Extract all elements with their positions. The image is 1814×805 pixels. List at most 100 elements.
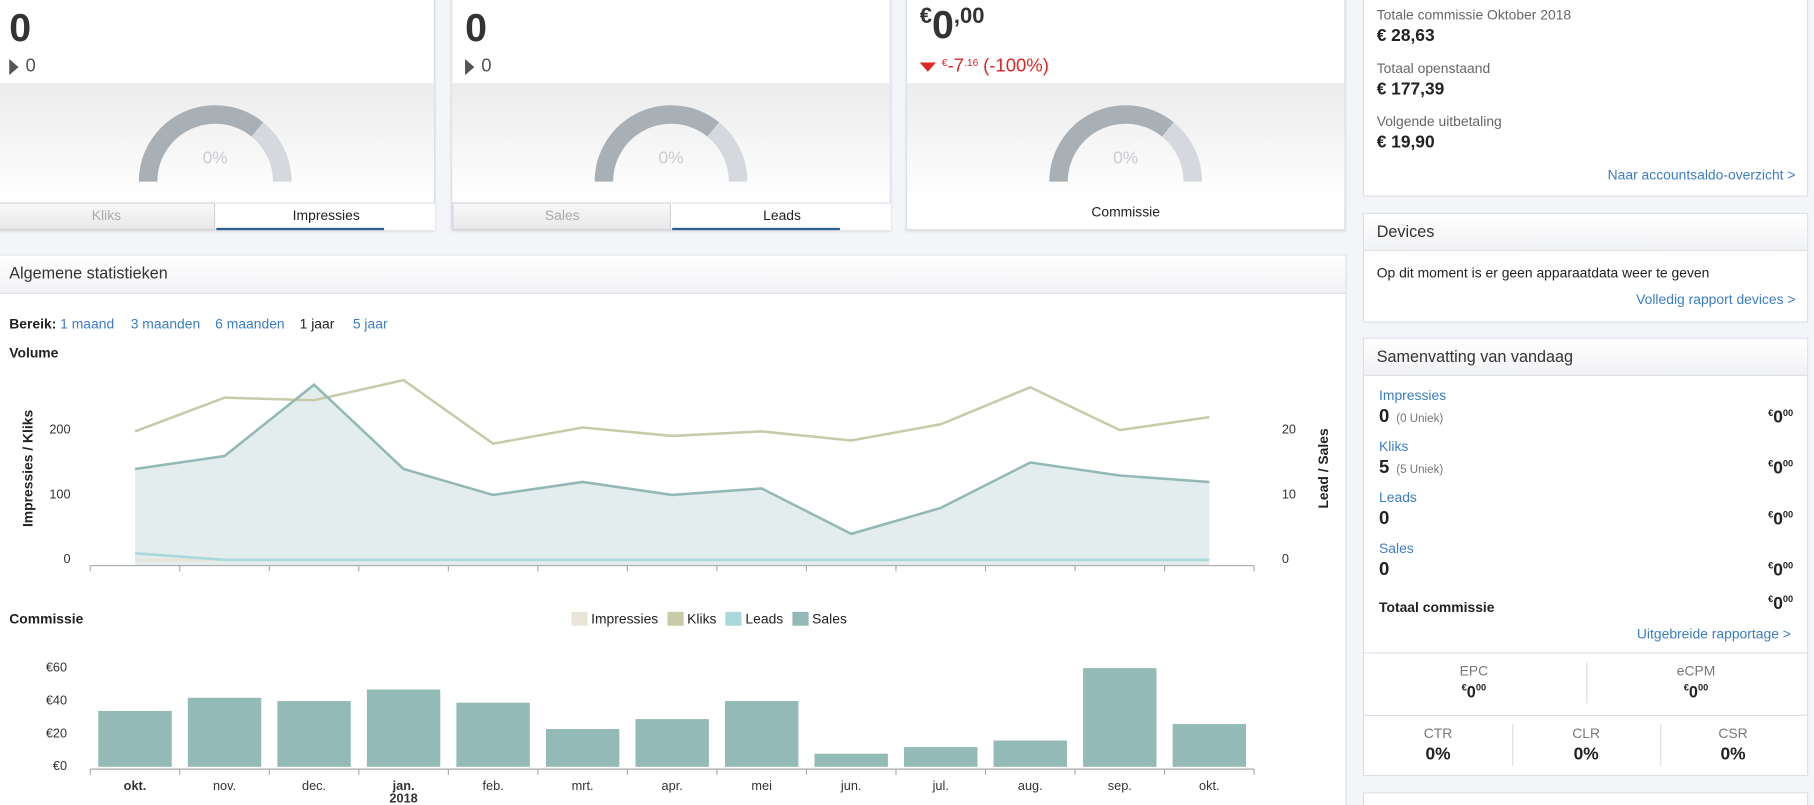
x-tick-label: mei xyxy=(751,778,772,793)
bar xyxy=(98,710,172,767)
tab-underline xyxy=(216,227,385,231)
legend-item: Sales xyxy=(792,611,847,627)
gauge-label: 0% xyxy=(1113,148,1139,169)
gauge-label: 0% xyxy=(202,148,228,169)
range-link[interactable]: 3 maanden xyxy=(130,315,201,332)
chart-title: Volume xyxy=(9,344,59,361)
line xyxy=(134,552,1210,562)
summary-count: 0 (0 Uniek) xyxy=(1379,408,1443,427)
y-tick-label: €20 xyxy=(46,725,67,740)
tab xyxy=(672,202,891,231)
down-arrow xyxy=(919,62,936,72)
summary-label[interactable]: Impressies xyxy=(1379,387,1447,404)
currency: € xyxy=(1768,407,1774,419)
count: 0 xyxy=(1379,559,1390,580)
x-tick-label: jun. xyxy=(840,778,862,793)
gauge-area xyxy=(907,83,1345,203)
rate-label: CSR xyxy=(1718,725,1748,742)
range-link[interactable]: 5 jaar xyxy=(352,315,388,332)
x-tick-label: okt. xyxy=(124,778,147,793)
amount: €0 00 xyxy=(1768,593,1793,614)
panel-header xyxy=(0,255,1346,294)
panel-title: Algemene statistieken xyxy=(9,263,168,283)
x-tick-label: okt. xyxy=(1199,778,1220,793)
range-link[interactable]: 6 maanden xyxy=(215,315,285,332)
tab xyxy=(452,202,672,231)
currency: € xyxy=(1768,593,1774,605)
tab xyxy=(0,202,216,231)
range-link[interactable]: 1 maand xyxy=(60,315,115,332)
currency: € xyxy=(1683,682,1689,693)
x-tick-label: feb. xyxy=(482,778,503,793)
x-tick-label: jul. xyxy=(932,778,949,793)
tab-label[interactable]: Leads xyxy=(763,207,801,224)
amount: €0 00 xyxy=(1768,560,1794,579)
change-currency: € xyxy=(941,56,948,69)
tab-label[interactable]: Kliks xyxy=(91,207,122,224)
bar xyxy=(1083,668,1157,767)
gauge-label: 0% xyxy=(658,148,684,169)
amount-int: 0 xyxy=(1773,407,1783,428)
amount-dec: 00 xyxy=(1782,509,1794,520)
change-pct: (-100%) xyxy=(983,56,1049,77)
amount-int: 0 xyxy=(1688,682,1698,701)
link[interactable]: Uitgebreide rapportage > xyxy=(1636,625,1791,642)
amount-int: 0 xyxy=(1773,458,1783,479)
gauge-rest xyxy=(707,122,748,182)
bar xyxy=(635,719,709,767)
link[interactable]: Naar accountsaldo-overzicht > xyxy=(1607,166,1796,183)
unique: (0 Uniek) xyxy=(1396,412,1444,426)
count: 5 xyxy=(1379,458,1390,478)
summary-box xyxy=(1362,337,1809,777)
tab-label[interactable]: Impressies xyxy=(292,207,360,224)
line xyxy=(134,383,1210,536)
y-tick-label: 200 xyxy=(49,421,70,436)
amount-int: 0 xyxy=(931,3,954,48)
amount-int: 0 xyxy=(1773,509,1783,530)
divider xyxy=(1586,661,1588,704)
summary-label[interactable]: Leads xyxy=(1379,489,1417,506)
y2-tick-label: 0 xyxy=(1282,551,1289,566)
balance-value: € 28,63 xyxy=(1376,26,1435,46)
tab-label[interactable]: Sales xyxy=(544,207,580,224)
x-tick-label: jan. xyxy=(392,778,415,793)
amount-dec: 00 xyxy=(1697,682,1709,693)
gauge-fill xyxy=(1049,105,1174,182)
chart-title: Commissie xyxy=(9,610,84,627)
summary-label[interactable]: Kliks xyxy=(1379,438,1409,455)
balance-value: € 177,39 xyxy=(1376,79,1445,99)
devices-text: Op dit moment is er geen apparaatdata we… xyxy=(1376,264,1710,282)
range-link[interactable]: 1 jaar xyxy=(299,315,335,332)
metric-label: EPC xyxy=(1459,662,1489,679)
kpi-delta: 0 xyxy=(481,56,492,77)
line xyxy=(134,378,1210,446)
amount: €0 00 xyxy=(1683,682,1709,701)
summary-label[interactable]: Sales xyxy=(1379,540,1414,557)
change-int: -7 xyxy=(947,56,964,77)
amount-dec: 00 xyxy=(1782,560,1794,571)
legend-swatch xyxy=(725,611,742,626)
x-tick-label: mrt. xyxy=(572,778,594,793)
amount-int: 0 xyxy=(1773,593,1783,614)
tab-label[interactable]: Commissie xyxy=(1091,203,1160,220)
link[interactable]: Volledig rapport devices > xyxy=(1636,291,1796,308)
balance-value: € 19,90 xyxy=(1376,132,1435,153)
amount: €0,00 xyxy=(920,6,985,45)
divider xyxy=(1660,724,1662,766)
currency: € xyxy=(1768,458,1774,470)
next-box xyxy=(1362,792,1809,805)
y-tick-label: €60 xyxy=(46,660,67,675)
panel-title: Devices xyxy=(1376,222,1435,241)
balance-label: Volgende uitbetaling xyxy=(1376,113,1502,130)
currency: € xyxy=(1768,509,1774,520)
amount: €0 00 xyxy=(1768,458,1793,479)
year-label: 2018 xyxy=(389,791,417,805)
bar xyxy=(993,740,1067,767)
summary-count: 5 (5 Uniek) xyxy=(1379,459,1443,478)
bar xyxy=(545,729,620,767)
kpi-change: € -7.16 (-100%) xyxy=(919,56,1049,77)
y-tick-label: 0 xyxy=(63,551,70,566)
divider xyxy=(1512,724,1514,766)
